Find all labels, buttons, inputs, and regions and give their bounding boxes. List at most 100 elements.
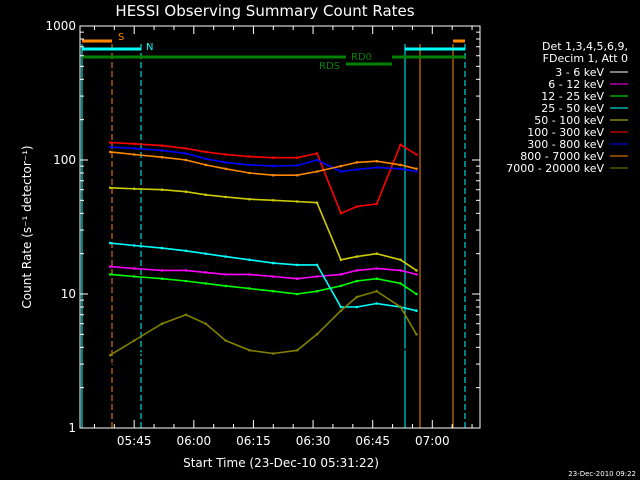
data-point bbox=[315, 158, 319, 162]
data-point bbox=[375, 339, 379, 342]
chart-title: HESSI Observing Summary Count Rates bbox=[115, 2, 414, 20]
data-point bbox=[160, 346, 164, 349]
data-point bbox=[184, 249, 188, 253]
data-point bbox=[224, 255, 227, 258]
data-point bbox=[204, 282, 207, 285]
data-point bbox=[355, 161, 359, 164]
data-point bbox=[204, 157, 207, 161]
flag-label: S bbox=[118, 32, 124, 43]
data-point bbox=[248, 287, 251, 290]
data-point bbox=[109, 145, 112, 149]
data-point bbox=[375, 289, 379, 293]
data-point bbox=[204, 252, 207, 255]
data-point bbox=[339, 284, 343, 288]
data-point bbox=[248, 273, 251, 276]
data-point bbox=[375, 252, 379, 255]
data-point bbox=[339, 309, 343, 313]
data-point bbox=[248, 373, 251, 377]
data-point bbox=[160, 322, 164, 326]
data-point bbox=[248, 349, 251, 352]
data-point bbox=[399, 269, 402, 272]
y-axis-label: Count Rate (s⁻¹ detector⁻¹) bbox=[20, 145, 34, 308]
data-point bbox=[248, 171, 251, 175]
x-tick-label: 06:30 bbox=[296, 434, 331, 448]
data-point bbox=[295, 292, 299, 296]
data-point bbox=[204, 163, 207, 167]
data-point bbox=[132, 339, 136, 342]
data-point bbox=[160, 246, 164, 250]
data-point bbox=[160, 277, 164, 281]
data-point bbox=[204, 150, 207, 154]
data-point bbox=[248, 258, 251, 262]
data-point bbox=[272, 164, 275, 168]
data-point bbox=[248, 197, 251, 201]
x-tick-label: 05:45 bbox=[117, 434, 152, 448]
data-point bbox=[355, 269, 359, 272]
legend-item: 12 - 25 keV bbox=[541, 90, 604, 103]
data-point bbox=[272, 199, 275, 202]
legend-item: 300 - 800 keV bbox=[527, 138, 604, 151]
x-tick-label: 06:45 bbox=[355, 434, 390, 448]
data-point bbox=[339, 353, 343, 357]
legend-item: 100 - 300 keV bbox=[527, 126, 604, 139]
x-tick-label: 06:15 bbox=[236, 434, 271, 448]
y-tick-label: 100 bbox=[53, 153, 76, 167]
data-point bbox=[415, 273, 418, 276]
data-point bbox=[399, 167, 402, 171]
data-point bbox=[295, 200, 299, 203]
data-point bbox=[339, 273, 343, 276]
data-point bbox=[272, 261, 275, 265]
data-point bbox=[295, 156, 299, 159]
flag-label: N bbox=[146, 42, 153, 53]
data-point bbox=[204, 193, 207, 197]
data-point bbox=[204, 346, 207, 349]
legend: Det 1,3,4,5,6,9,FDecim 1, Att 03 - 6 keV… bbox=[506, 40, 628, 175]
x-axis-label: Start Time (23-Dec-10 05:31:22) bbox=[183, 456, 379, 470]
data-point bbox=[224, 161, 227, 164]
data-point bbox=[160, 188, 164, 191]
data-point bbox=[248, 155, 251, 158]
data-point bbox=[295, 277, 299, 281]
data-point bbox=[160, 149, 164, 152]
data-point bbox=[132, 142, 136, 146]
data-point bbox=[224, 362, 227, 366]
legend-item: 25 - 50 keV bbox=[541, 102, 604, 115]
axes: 1 10 100 1000 05:45 06:00 06:15 06:30 06:45 07:00 bbox=[45, 19, 481, 448]
data-point bbox=[109, 141, 112, 144]
data-point bbox=[415, 153, 418, 156]
data-point bbox=[339, 170, 343, 173]
data-point bbox=[272, 173, 275, 177]
data-point bbox=[355, 255, 359, 258]
data-point bbox=[415, 333, 418, 336]
data-point bbox=[160, 269, 164, 272]
data-point bbox=[315, 201, 319, 204]
data-point bbox=[109, 186, 112, 190]
data-point bbox=[355, 295, 359, 299]
data-point bbox=[204, 322, 207, 326]
data-point bbox=[375, 166, 379, 169]
data-point bbox=[184, 313, 188, 317]
y-tick-label: 1000 bbox=[45, 19, 76, 33]
data-point bbox=[295, 164, 299, 167]
data-point bbox=[184, 279, 188, 283]
legend-item: 800 - 7000 keV bbox=[520, 150, 604, 163]
data-point bbox=[315, 289, 319, 293]
flag-label: RDS bbox=[319, 61, 340, 72]
data-point bbox=[272, 156, 275, 159]
data-point bbox=[339, 212, 343, 215]
data-point bbox=[315, 170, 319, 173]
data-point bbox=[132, 267, 136, 270]
data-point bbox=[415, 269, 418, 272]
data-point bbox=[132, 244, 136, 247]
data-point bbox=[315, 373, 319, 377]
data-point bbox=[415, 309, 418, 313]
data-point bbox=[399, 163, 402, 167]
data-point bbox=[204, 271, 207, 274]
legend-item: 50 - 100 keV bbox=[534, 114, 604, 127]
data-point bbox=[355, 168, 359, 171]
data-point bbox=[184, 158, 188, 162]
data-point bbox=[375, 202, 379, 206]
x-tick-label: 06:00 bbox=[177, 434, 212, 448]
